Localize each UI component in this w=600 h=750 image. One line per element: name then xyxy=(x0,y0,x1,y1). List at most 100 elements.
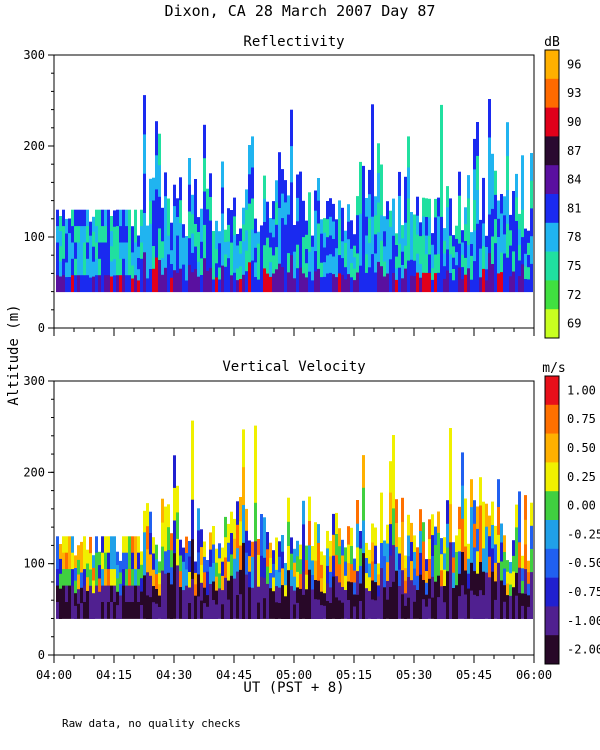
heatmap-cell xyxy=(509,260,512,277)
heatmap-cell xyxy=(239,521,242,547)
heatmap-cell xyxy=(371,179,374,218)
heatmap-cell xyxy=(350,248,353,264)
heatmap-cell xyxy=(470,232,473,245)
heatmap-cell xyxy=(377,173,380,204)
heatmap-cell xyxy=(347,600,350,619)
heatmap-cell xyxy=(227,208,230,226)
heatmap-cell xyxy=(365,235,368,255)
heatmap-cell xyxy=(431,535,434,557)
heatmap-cell xyxy=(89,235,92,251)
heatmap-cell xyxy=(296,540,299,557)
heatmap-cell xyxy=(380,492,383,519)
heatmap-cell xyxy=(92,593,95,607)
heatmap-cell xyxy=(140,275,143,293)
colorbar-label: 1.00 xyxy=(567,383,596,397)
heatmap-cell xyxy=(494,170,497,196)
heatmap-cell xyxy=(392,235,395,255)
colorbar-swatch xyxy=(545,491,559,521)
heatmap-cell xyxy=(323,247,326,263)
heatmap-cell xyxy=(314,210,317,232)
heatmap-cell xyxy=(461,242,464,256)
heatmap-cell xyxy=(221,604,224,619)
heatmap-cell xyxy=(425,217,428,237)
heatmap-cell xyxy=(212,255,215,268)
heatmap-cell xyxy=(107,585,110,603)
heatmap-cell xyxy=(98,275,101,293)
heatmap-cell xyxy=(485,258,488,270)
heatmap-cell xyxy=(464,224,467,242)
heatmap-cell xyxy=(503,215,506,235)
heatmap-cell xyxy=(227,542,230,563)
heatmap-cell xyxy=(338,218,341,238)
heatmap-cell xyxy=(206,571,209,584)
heatmap-cell xyxy=(353,245,356,258)
heatmap-cell xyxy=(101,602,104,619)
heatmap-cell xyxy=(233,254,236,274)
heatmap-cell xyxy=(161,570,164,596)
heatmap-cell xyxy=(467,543,470,560)
heatmap-cell xyxy=(407,260,410,293)
heatmap-cell xyxy=(449,198,452,218)
heatmap-cell xyxy=(416,561,419,577)
heatmap-cell xyxy=(188,184,191,212)
heatmap-cell xyxy=(65,277,68,293)
heatmap-cell xyxy=(299,195,302,221)
heatmap-cell xyxy=(320,219,323,235)
heatmap-cell xyxy=(65,569,68,586)
heatmap-cell xyxy=(278,235,281,265)
heatmap-cell xyxy=(140,242,143,260)
heatmap-cell xyxy=(287,233,290,254)
heatmap-cell xyxy=(89,277,92,293)
heatmap-cell xyxy=(74,580,77,594)
heatmap-cell xyxy=(341,207,344,226)
heatmap-cell xyxy=(305,277,308,293)
heatmap-cell xyxy=(413,260,416,277)
heatmap-cell xyxy=(395,570,398,596)
heatmap-cell xyxy=(296,268,299,293)
heatmap-cell xyxy=(341,224,344,242)
heatmap-cell xyxy=(152,200,155,224)
heatmap-cell xyxy=(62,602,65,619)
heatmap-cell xyxy=(248,540,251,557)
heatmap-cell xyxy=(245,209,248,231)
colorbar-swatch xyxy=(545,404,559,434)
heatmap-cell xyxy=(524,593,527,619)
heatmap-cell xyxy=(140,226,143,243)
heatmap-cell xyxy=(368,604,371,619)
heatmap-cell xyxy=(263,557,266,579)
heatmap-cell xyxy=(77,603,80,619)
heatmap-cell xyxy=(461,452,464,487)
heatmap-cell xyxy=(332,203,335,222)
heatmap-cell xyxy=(482,200,485,224)
heatmap-cell xyxy=(305,234,308,250)
heatmap-cell xyxy=(80,258,83,276)
heatmap-cell xyxy=(176,217,179,237)
heatmap-cell xyxy=(368,169,371,195)
heatmap-cell xyxy=(443,586,446,603)
heatmap-cell xyxy=(80,226,83,243)
colorbar-label: 0.50 xyxy=(567,441,596,455)
heatmap-cell xyxy=(206,595,209,608)
heatmap-cell xyxy=(458,596,461,619)
heatmap-cell xyxy=(410,599,413,619)
heatmap-cell xyxy=(83,602,86,619)
heatmap-cell xyxy=(380,215,383,242)
heatmap-cell xyxy=(101,258,104,276)
heatmap-cell xyxy=(371,216,374,255)
heatmap-cell xyxy=(281,218,284,244)
heatmap-cell xyxy=(485,247,488,259)
heatmap-cell xyxy=(290,553,293,571)
heatmap-cell xyxy=(131,252,134,266)
heatmap-cell xyxy=(143,213,146,253)
heatmap-cell xyxy=(275,224,278,248)
heatmap-cell xyxy=(368,591,371,606)
heatmap-cell xyxy=(428,559,431,580)
heatmap-cell xyxy=(419,222,422,237)
heatmap-cell xyxy=(389,587,392,619)
heatmap-cell xyxy=(275,569,278,587)
heatmap-cell xyxy=(419,596,422,619)
heatmap-cell xyxy=(287,195,290,216)
heatmap-cell xyxy=(311,546,314,561)
heatmap-cell xyxy=(392,581,395,619)
colorbar-label: 0.75 xyxy=(567,412,596,426)
